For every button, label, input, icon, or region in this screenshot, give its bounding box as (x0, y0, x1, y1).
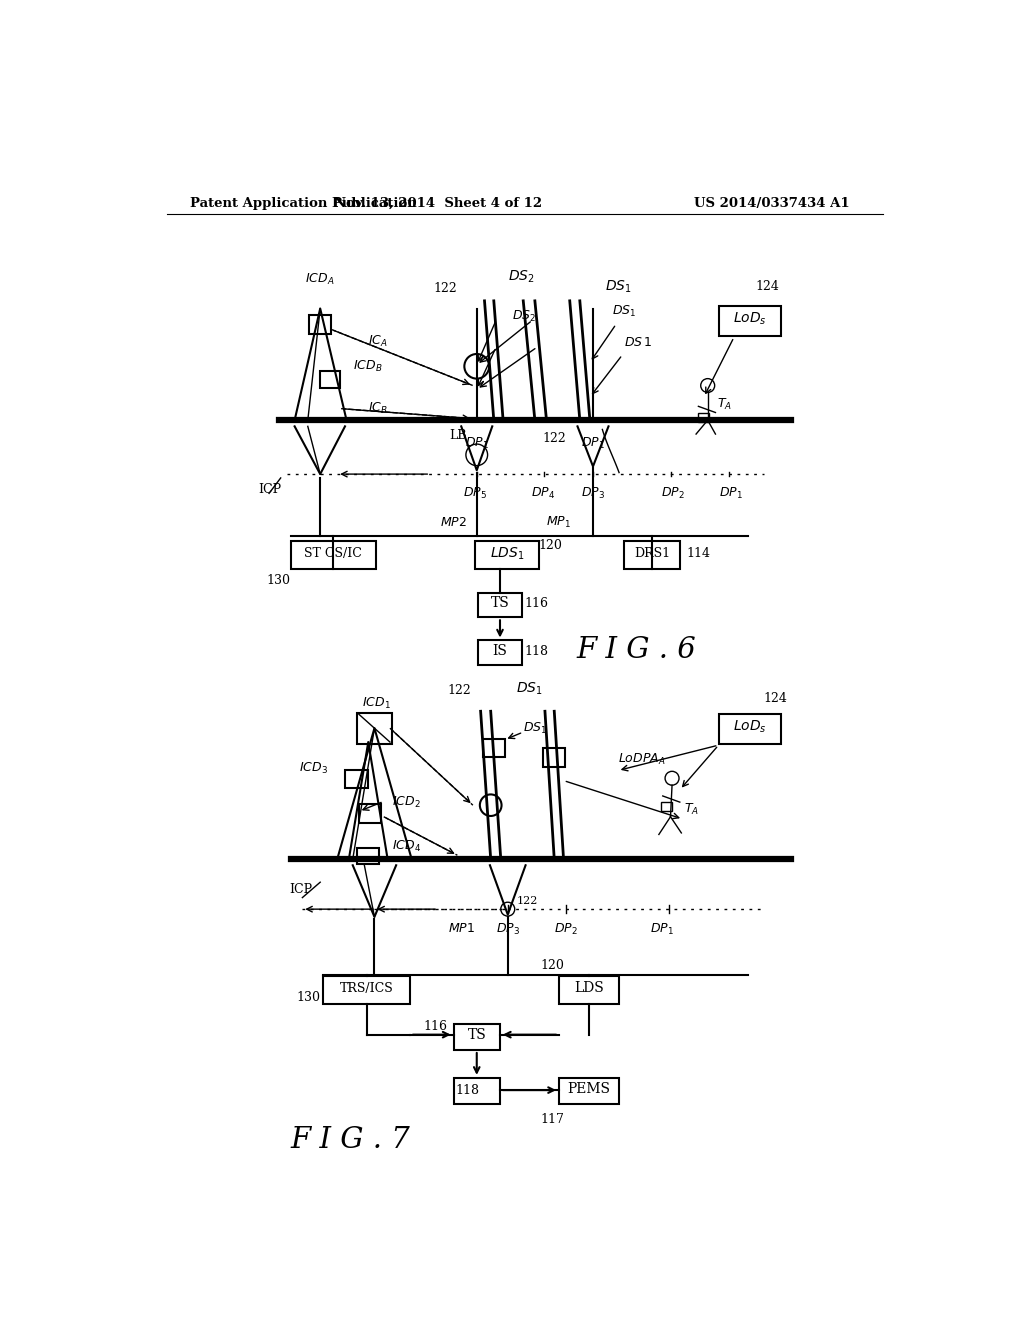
Text: 117: 117 (541, 1113, 564, 1126)
FancyBboxPatch shape (309, 315, 331, 334)
Text: 122: 122 (543, 432, 566, 445)
Text: LDS: LDS (574, 982, 604, 995)
Text: $MP1$: $MP1$ (447, 923, 475, 936)
Text: 120: 120 (539, 539, 562, 552)
Text: $DP_1$: $DP_1$ (465, 436, 488, 450)
Text: Nov. 13, 2014  Sheet 4 of 12: Nov. 13, 2014 Sheet 4 of 12 (334, 197, 542, 210)
Text: $DP_3$: $DP_3$ (496, 923, 520, 937)
Text: $DP_1$: $DP_1$ (719, 486, 742, 500)
FancyBboxPatch shape (357, 713, 391, 743)
Text: F I G . 7: F I G . 7 (291, 1126, 411, 1154)
Text: 122: 122 (434, 282, 458, 296)
FancyBboxPatch shape (345, 770, 369, 788)
Text: 116: 116 (524, 597, 549, 610)
FancyBboxPatch shape (719, 306, 780, 335)
FancyBboxPatch shape (719, 714, 780, 743)
Text: $T_A$: $T_A$ (717, 397, 732, 412)
Text: $IC_A$: $IC_A$ (369, 334, 388, 350)
Text: $DS_1$: $DS_1$ (604, 279, 632, 296)
Text: 122: 122 (517, 896, 539, 907)
FancyBboxPatch shape (559, 977, 620, 1003)
FancyBboxPatch shape (454, 1024, 500, 1051)
FancyBboxPatch shape (324, 977, 410, 1003)
FancyBboxPatch shape (291, 541, 376, 569)
Text: Patent Application Publication: Patent Application Publication (190, 197, 417, 210)
Text: LB: LB (450, 429, 467, 442)
FancyBboxPatch shape (478, 593, 521, 618)
Text: TS: TS (467, 1028, 486, 1041)
Text: 118: 118 (455, 1084, 479, 1097)
Text: 118: 118 (524, 644, 549, 657)
Text: TS: TS (490, 597, 509, 610)
Text: TRS/ICS: TRS/ICS (340, 982, 393, 995)
Text: $DP_2$: $DP_2$ (660, 486, 685, 500)
Text: 122: 122 (447, 684, 472, 697)
Text: $ICD_4$: $ICD_4$ (391, 838, 421, 854)
Text: $DP_1$: $DP_1$ (581, 436, 605, 450)
FancyBboxPatch shape (698, 412, 710, 422)
Text: ST CS/IC: ST CS/IC (304, 546, 362, 560)
Text: $DS_1$: $DS_1$ (515, 681, 543, 697)
Text: ICP: ICP (258, 483, 282, 496)
Text: US 2014/0337434 A1: US 2014/0337434 A1 (693, 197, 849, 210)
Text: ICP: ICP (289, 883, 312, 896)
Text: F I G . 6: F I G . 6 (575, 636, 695, 664)
Text: $ICD_B$: $ICD_B$ (352, 359, 382, 374)
Text: $DP_5$: $DP_5$ (463, 486, 487, 500)
Text: $MP_1$: $MP_1$ (546, 515, 570, 531)
Text: $LoD_s$: $LoD_s$ (732, 718, 766, 735)
Text: $DP_1$: $DP_1$ (649, 923, 674, 937)
Text: $DS_1$: $DS_1$ (612, 304, 637, 318)
Text: $DS\,1$: $DS\,1$ (624, 337, 652, 350)
FancyBboxPatch shape (478, 640, 521, 665)
Text: $ICD_1$: $ICD_1$ (361, 696, 390, 711)
Text: 124: 124 (756, 280, 779, 293)
Text: 116: 116 (423, 1020, 447, 1034)
Text: $MP2$: $MP2$ (440, 516, 467, 529)
Text: $T_A$: $T_A$ (684, 801, 699, 817)
Text: $DS_2$: $DS_2$ (508, 269, 535, 285)
FancyBboxPatch shape (544, 748, 565, 767)
Text: $DP_4$: $DP_4$ (531, 486, 555, 500)
FancyBboxPatch shape (559, 1077, 620, 1104)
Text: $LoD_s$: $LoD_s$ (732, 310, 766, 327)
Text: $ICD_3$: $ICD_3$ (299, 760, 328, 776)
Text: $LoDPA_A$: $LoDPA_A$ (617, 751, 666, 767)
FancyBboxPatch shape (483, 739, 505, 758)
FancyBboxPatch shape (321, 371, 340, 388)
FancyBboxPatch shape (624, 541, 680, 569)
Text: PEMS: PEMS (567, 1081, 610, 1096)
Text: $IC_B$: $IC_B$ (369, 401, 388, 416)
FancyBboxPatch shape (357, 847, 379, 865)
Text: $DS_2$: $DS_2$ (512, 309, 536, 323)
Text: IS: IS (493, 644, 508, 659)
FancyBboxPatch shape (662, 803, 672, 812)
Text: 130: 130 (266, 574, 291, 587)
Text: $ICD_2$: $ICD_2$ (391, 795, 420, 809)
Text: DRS1: DRS1 (634, 546, 670, 560)
Text: 120: 120 (541, 958, 564, 972)
Text: 114: 114 (686, 546, 710, 560)
Text: 124: 124 (764, 692, 787, 705)
FancyBboxPatch shape (454, 1077, 500, 1104)
FancyBboxPatch shape (359, 804, 381, 822)
Text: $ICD_A$: $ICD_A$ (305, 272, 335, 286)
Text: $DS_1$: $DS_1$ (523, 721, 548, 735)
Text: $DP_2$: $DP_2$ (554, 923, 578, 937)
Text: $DP_3$: $DP_3$ (581, 486, 605, 500)
Text: 130: 130 (296, 991, 321, 1005)
Text: $LDS_1$: $LDS_1$ (489, 545, 524, 561)
FancyBboxPatch shape (475, 541, 539, 569)
